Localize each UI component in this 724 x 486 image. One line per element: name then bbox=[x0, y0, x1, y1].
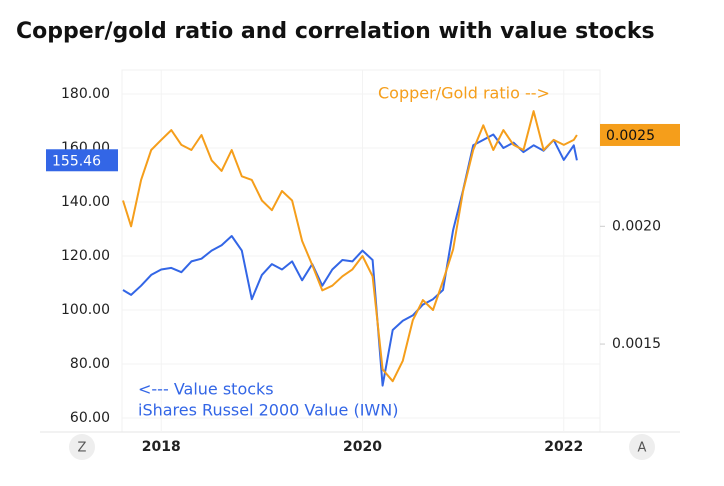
y-tick-label: 140.00 bbox=[61, 194, 110, 210]
last-value-label: 0.0025 bbox=[606, 128, 655, 144]
annotation: <--- Value stocks bbox=[138, 380, 274, 399]
y-tick-label: 120.00 bbox=[61, 248, 110, 264]
chart-title: Copper/gold ratio and correlation with v… bbox=[16, 19, 655, 44]
y-tick-label: 180.00 bbox=[61, 86, 110, 102]
y2-tick-label: 0.0020 bbox=[612, 218, 661, 234]
y-tick-label: 60.00 bbox=[70, 410, 110, 426]
button[interactable] bbox=[629, 434, 655, 460]
series-label: iShares Russel 2000 Value (IWN) bbox=[138, 401, 398, 420]
button[interactable] bbox=[69, 434, 95, 460]
x-tick-label: 2022 bbox=[544, 439, 583, 455]
button-label[interactable]: Z bbox=[78, 441, 87, 456]
last-value-label: 155.46 bbox=[52, 153, 101, 169]
y2-tick-label: 0.0015 bbox=[612, 336, 661, 352]
series-line bbox=[122, 133, 578, 387]
button-label[interactable]: A bbox=[638, 441, 647, 456]
x-tick-label: 2020 bbox=[343, 439, 382, 455]
series-line bbox=[122, 110, 578, 383]
series-label: Copper/Gold ratio --> bbox=[378, 84, 550, 103]
last-value-box bbox=[600, 123, 680, 146]
y-tick-label: 80.00 bbox=[70, 356, 110, 372]
x-tick-label: 2018 bbox=[142, 439, 181, 455]
last-value-box bbox=[46, 149, 118, 172]
y-tick-label: 100.00 bbox=[61, 302, 110, 318]
